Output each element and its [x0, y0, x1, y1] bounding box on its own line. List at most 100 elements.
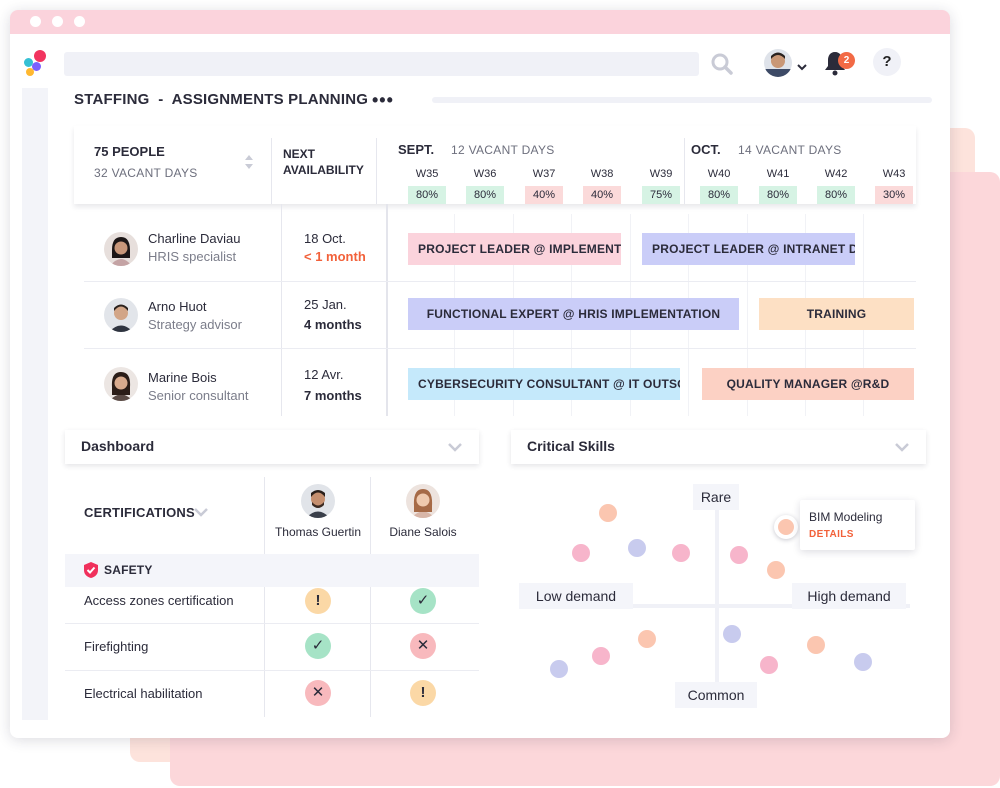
row-divider	[84, 281, 916, 282]
person-role: Strategy advisor	[148, 317, 242, 332]
week-label: W42	[824, 168, 848, 180]
critical-skills-panel-header[interactable]: Critical Skills	[511, 430, 926, 464]
chevron-down-icon[interactable]	[193, 507, 209, 517]
row-divider	[65, 670, 479, 671]
check-status-icon[interactable]: ✓	[305, 633, 331, 659]
sidebar	[22, 88, 48, 720]
window-dot-icon[interactable]	[30, 16, 41, 27]
window-titlebar	[10, 10, 950, 34]
axis-label-rare: Rare	[693, 484, 739, 510]
assignment-bar[interactable]: CYBERSECURITY CONSULTANT @ IT OUTSOU...	[408, 368, 680, 400]
shield-check-icon	[84, 562, 98, 578]
assignment-bar[interactable]: PROJECT LEADER @ IMPLEMENTAT...	[408, 233, 621, 265]
dashboard-panel-header[interactable]: Dashboard	[65, 430, 479, 464]
month-divider	[684, 138, 685, 204]
rarity-axis	[715, 508, 719, 696]
notification-badge[interactable]: 2	[838, 52, 855, 69]
skill-dot[interactable]	[550, 660, 568, 678]
check-status-icon[interactable]: ✓	[410, 588, 436, 614]
help-button[interactable]: ?	[873, 48, 901, 76]
week-label: W43	[882, 168, 906, 180]
cross-status-icon[interactable]: ✕	[305, 680, 331, 706]
user-avatar[interactable]	[764, 49, 792, 77]
app-logo[interactable]	[24, 50, 50, 78]
column-divider	[271, 138, 272, 204]
axis-label-common: Common	[675, 682, 757, 708]
person-avatar	[104, 367, 138, 401]
window-dot-icon[interactable]	[52, 16, 63, 27]
week-occupancy-badge: 80%	[408, 186, 446, 204]
week-occupancy-badge: 40%	[583, 186, 621, 204]
certifications-label[interactable]: CERTIFICATIONS	[84, 505, 195, 520]
skill-dot[interactable]	[572, 544, 590, 562]
skill-dot[interactable]	[730, 546, 748, 564]
person-row[interactable]: Marine Bois Senior consultant 12 Avr. 7 …	[84, 350, 916, 416]
person-name[interactable]: Marine Bois	[148, 370, 217, 385]
skill-name: BIM Modeling	[809, 510, 883, 524]
month-label: SEPT.	[398, 142, 435, 157]
week-occupancy-badge: 40%	[525, 186, 563, 204]
month-label: OCT.	[691, 142, 721, 157]
search-input[interactable]	[64, 52, 699, 76]
critical-skills-title: Critical Skills	[527, 438, 615, 454]
assignment-bar[interactable]: TRAINING	[759, 298, 914, 330]
skill-dot[interactable]	[638, 630, 656, 648]
availability-date: 18 Oct.	[304, 231, 346, 246]
column-divider	[376, 138, 377, 204]
column-person-name: Diane Salois	[389, 525, 457, 539]
skill-dot[interactable]	[628, 539, 646, 557]
selected-skill-dot[interactable]	[774, 515, 798, 539]
skill-dot[interactable]	[767, 561, 785, 579]
month-vacant-days: 12 VACANT DAYS	[451, 143, 555, 157]
planning-header: 75 PEOPLE 32 VACANT DAYS NEXT AVAILABILI…	[74, 126, 916, 204]
person-row[interactable]: Arno Huot Strategy advisor 25 Jan. 4 mon…	[84, 282, 916, 348]
row-divider	[84, 348, 916, 349]
person-name[interactable]: Arno Huot	[148, 299, 207, 314]
week-occupancy-badge: 80%	[466, 186, 504, 204]
title-divider	[432, 97, 932, 103]
skill-dot[interactable]	[599, 504, 617, 522]
skill-tooltip: BIM Modeling DETAILS	[800, 500, 915, 550]
column-divider	[386, 204, 388, 416]
chevron-down-icon[interactable]	[796, 62, 808, 72]
skill-dot[interactable]	[592, 647, 610, 665]
next-availability-header[interactable]: NEXT AVAILABILITY	[283, 147, 364, 177]
week-label: W37	[532, 168, 556, 180]
certification-name: Access zones certification	[84, 593, 234, 608]
warning-status-icon[interactable]: !	[410, 680, 436, 706]
person-avatar	[301, 484, 335, 518]
person-role: Senior consultant	[148, 388, 249, 403]
availability-date: 12 Avr.	[304, 367, 344, 382]
people-count: 75 PEOPLE	[94, 144, 165, 159]
week-grid-line	[747, 214, 748, 416]
window-dot-icon[interactable]	[74, 16, 85, 27]
person-name[interactable]: Charline Daviau	[148, 231, 241, 246]
more-options-icon[interactable]: •••	[372, 90, 394, 110]
dashboard-title: Dashboard	[81, 438, 155, 454]
availability-duration: 7 months	[304, 388, 362, 403]
chevron-down-icon[interactable]	[894, 442, 910, 452]
people-vacant-days: 32 VACANT DAYS	[94, 166, 198, 180]
skill-dot[interactable]	[760, 656, 778, 674]
chevron-down-icon[interactable]	[447, 442, 463, 452]
month-vacant-days: 14 VACANT DAYS	[738, 143, 842, 157]
assignment-bar[interactable]: QUALITY MANAGER @R&D	[702, 368, 914, 400]
assignment-bar[interactable]: FUNCTIONAL EXPERT @ HRIS IMPLEMENTATION	[408, 298, 739, 330]
skill-dot[interactable]	[854, 653, 872, 671]
sort-icon[interactable]	[244, 152, 254, 172]
skill-dot[interactable]	[723, 625, 741, 643]
skill-dot[interactable]	[672, 544, 690, 562]
person-role: HRIS specialist	[148, 249, 237, 264]
week-label: W39	[649, 168, 673, 180]
column-divider	[281, 204, 282, 416]
certification-name: Electrical habilitation	[84, 686, 203, 701]
warning-status-icon[interactable]: !	[305, 588, 331, 614]
axis-label-low-demand: Low demand	[519, 583, 633, 609]
cross-status-icon[interactable]: ✕	[410, 633, 436, 659]
details-link[interactable]: DETAILS	[809, 529, 854, 540]
skill-dot[interactable]	[807, 636, 825, 654]
search-icon[interactable]	[710, 52, 734, 76]
week-occupancy-badge: 75%	[642, 186, 680, 204]
person-row[interactable]: Charline Daviau HRIS specialist 18 Oct. …	[84, 214, 916, 280]
assignment-bar[interactable]: PROJECT LEADER @ INTRANET DEP...	[642, 233, 855, 265]
